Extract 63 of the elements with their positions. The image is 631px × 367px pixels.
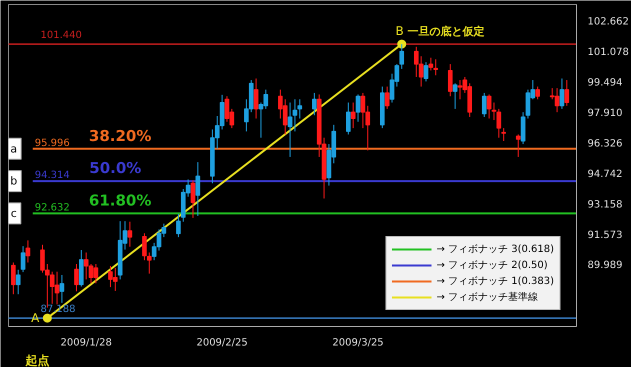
y-tick-label: 97.910 (588, 108, 622, 119)
data-label: 92.632 (34, 202, 70, 214)
x-tick-label: 2009/1/28 (60, 338, 112, 348)
candlestick (190, 180, 196, 218)
legend-label: → フィボナッチ 1(0.383) (436, 275, 554, 288)
candlestick (516, 134, 521, 158)
candlestick (128, 221, 132, 248)
y-tick-label: 93.158 (588, 199, 622, 210)
candlestick (496, 108, 502, 138)
candlestick (350, 102, 356, 129)
candlestick (384, 86, 390, 110)
annotation: 61.80% (88, 191, 152, 210)
candlestick (288, 102, 292, 158)
candlestick (564, 80, 570, 106)
candlestick (26, 240, 30, 263)
legend-label: → フィボナッチ基準線 (436, 290, 538, 304)
candlestick (486, 94, 492, 119)
candlestick (176, 214, 181, 238)
candlestick (535, 86, 540, 100)
x-tick-label: 2009/3/25 (332, 338, 384, 348)
candlestick (16, 269, 21, 295)
candlestick (452, 82, 458, 110)
annotation: a (10, 142, 18, 156)
candlestick (428, 57, 434, 71)
candlestick (424, 62, 428, 82)
data-label: 95.996 (34, 138, 70, 149)
candlestick (312, 92, 317, 116)
ref-line-label: 101.440 (40, 30, 82, 42)
y-tick-label: 94.742 (588, 168, 622, 180)
candlestick (560, 78, 564, 110)
candlestick (433, 58, 438, 76)
candlestick (254, 78, 258, 119)
candlestick (356, 94, 360, 122)
y-tick-label: 101.078 (588, 47, 629, 58)
legend-label: → フィボナッチ 2(0.50) (436, 259, 548, 272)
candlestick (501, 128, 506, 142)
y-tick-label: 102.662 (588, 16, 629, 28)
candlestick (297, 98, 302, 119)
annotation: B (396, 24, 404, 38)
x-tick-label: 2009/2/25 (196, 338, 248, 348)
y-tick-label: 91.573 (588, 230, 622, 241)
annotation: 一旦の底と仮定 (408, 25, 485, 38)
candlestick (448, 64, 453, 97)
y-tick-label: 89.989 (588, 260, 622, 272)
candlestick (11, 262, 16, 295)
annotation: c (10, 206, 17, 220)
candlestick (346, 102, 351, 135)
candlestick (399, 44, 404, 70)
candlestick (196, 162, 200, 216)
annotation: 38.20% (88, 126, 152, 145)
candlestick (74, 264, 79, 292)
candlestick (60, 274, 64, 304)
y-tick-label: 96.326 (588, 138, 622, 150)
text: 起点 (24, 354, 50, 367)
data-label: 94.314 (34, 170, 70, 182)
candlestick (492, 102, 496, 121)
candlestick (292, 98, 298, 132)
legend-label: → フィボナッチ 3(0.618) (436, 243, 554, 256)
annotation: 50.0% (89, 159, 142, 178)
candlestick (20, 246, 26, 273)
y-tick-label: 99.494 (588, 78, 622, 89)
candlestick (482, 92, 487, 118)
annotation: b (10, 174, 18, 188)
